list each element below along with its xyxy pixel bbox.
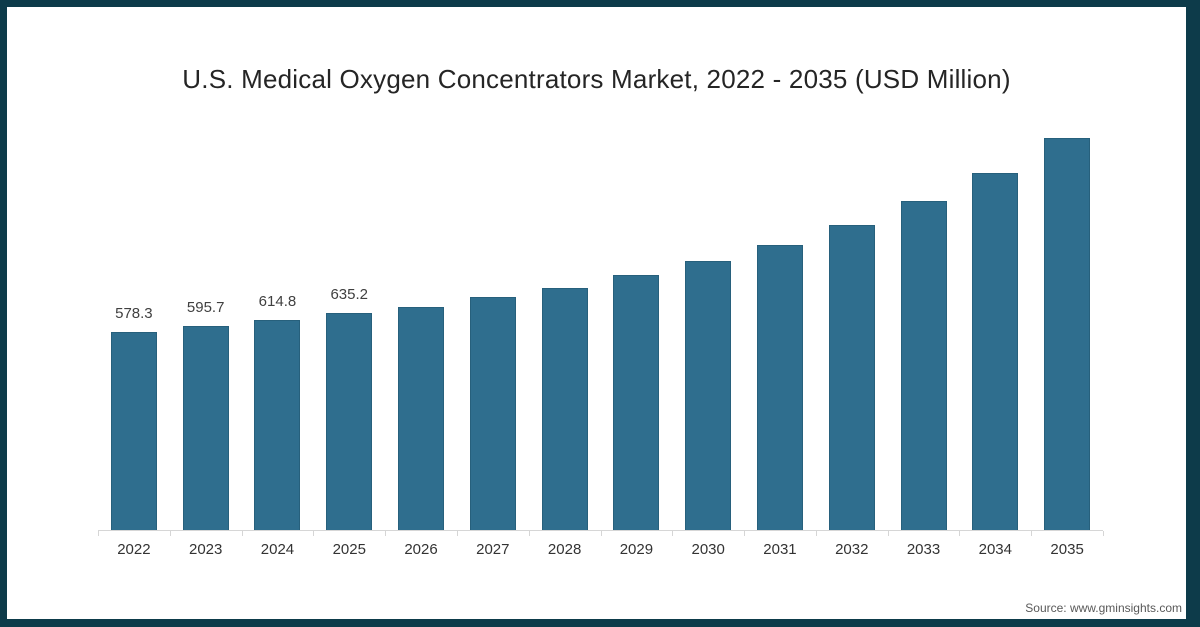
source-note: Source: www.gminsights.com xyxy=(1025,601,1182,615)
plot-area: 578.3 2022 595.7 2023 614.8 2024 635.2 2025 2026… xyxy=(98,120,1104,558)
x-axis-tick xyxy=(169,531,171,536)
x-axis-tick xyxy=(528,531,530,536)
bar-2024 xyxy=(254,320,301,530)
x-axis-tick xyxy=(241,531,243,536)
bar-2025 xyxy=(326,313,373,530)
bar-value-label: 578.3 xyxy=(115,305,153,322)
x-axis-tick xyxy=(1103,531,1104,536)
x-axis-label: 2029 xyxy=(619,541,654,558)
x-axis-tick xyxy=(600,531,602,536)
bar-2033 xyxy=(900,201,947,530)
bar-2034 xyxy=(972,173,1019,530)
x-axis-label: 2023 xyxy=(188,541,223,558)
x-axis-label: 2027 xyxy=(476,541,510,558)
chart-title: U.S. Medical Oxygen Concentrators Market… xyxy=(182,64,1011,94)
bar-value-label: 614.8 xyxy=(258,293,297,310)
bar-2027 xyxy=(469,297,516,530)
bar-value-label: 595.7 xyxy=(186,299,225,316)
bar-2031 xyxy=(756,245,803,530)
bar-2032 xyxy=(828,225,875,530)
x-axis-tick xyxy=(385,531,387,536)
x-axis-label: 2022 xyxy=(117,541,151,558)
x-axis-label: 2031 xyxy=(763,541,797,558)
x-axis-label: 2034 xyxy=(978,541,1012,558)
x-axis-label: 2033 xyxy=(906,541,941,558)
x-axis-label: 2035 xyxy=(1050,541,1084,558)
x-axis-label: 2025 xyxy=(332,541,366,558)
bar-2029 xyxy=(613,275,660,530)
x-axis-label: 2024 xyxy=(260,541,295,558)
x-axis-tick xyxy=(744,531,746,536)
bar-2023 xyxy=(182,326,229,530)
x-axis-tick xyxy=(815,531,817,536)
bar-2035 xyxy=(1044,138,1091,530)
x-axis-label: 2030 xyxy=(691,541,725,558)
bar-value-label: 635.2 xyxy=(330,286,369,303)
x-axis-label: 2032 xyxy=(835,541,869,558)
x-axis-label: 2026 xyxy=(404,541,438,558)
x-axis-tick xyxy=(887,531,889,536)
bar-2022 xyxy=(110,332,157,530)
x-axis-tick xyxy=(959,531,961,536)
x-axis-tick xyxy=(1031,531,1033,536)
x-axis-tick xyxy=(98,531,99,536)
x-axis-tick xyxy=(456,531,458,536)
bar-2026 xyxy=(398,307,445,530)
x-axis-tick xyxy=(313,531,315,536)
bar-2030 xyxy=(685,261,732,530)
bar-2028 xyxy=(541,288,588,530)
x-axis-label: 2028 xyxy=(547,541,582,558)
x-axis-tick xyxy=(672,531,674,536)
